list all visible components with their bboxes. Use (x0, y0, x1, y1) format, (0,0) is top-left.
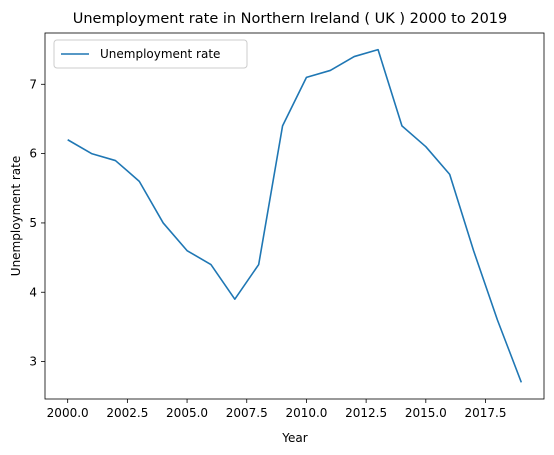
data-point-2014 (400, 124, 403, 127)
x-tick-label: 2007.5 (226, 406, 268, 420)
y-tick-label: 7 (29, 77, 37, 91)
data-point-2016 (448, 173, 451, 176)
y-tick-label: 4 (29, 285, 37, 299)
x-tick-label: 2015.0 (405, 406, 447, 420)
x-tick-label: 2017.5 (465, 406, 507, 420)
data-point-2010 (305, 76, 308, 79)
x-tick-label: 2005.0 (166, 406, 208, 420)
y-tick-label: 6 (29, 147, 37, 161)
legend-box (53, 39, 248, 69)
x-tick-label: 2002.5 (106, 406, 148, 420)
legend-label: Unemployment rate (100, 47, 220, 61)
data-point-2006 (209, 263, 212, 266)
data-point-2009 (281, 124, 284, 127)
data-point-2003 (138, 180, 141, 183)
data-point-2008 (257, 263, 260, 266)
data-point-2001 (90, 152, 93, 155)
data-point-2002 (114, 159, 117, 162)
series-layer (66, 48, 523, 384)
y-tick-label: 5 (29, 216, 37, 230)
x-tick-label: 2012.5 (345, 406, 387, 420)
data-point-2007 (233, 298, 236, 301)
y-axis: 3 4 5 6 7 (29, 77, 45, 369)
data-point-2005 (186, 249, 189, 252)
data-point-2011 (329, 69, 332, 72)
y-axis-title: Unemployment rate (9, 156, 23, 276)
x-tick-label: 2010.0 (285, 406, 327, 420)
legend: Unemployment rate (53, 39, 248, 69)
data-point-2004 (162, 221, 165, 224)
data-point-2000 (66, 138, 69, 141)
x-axis: 2000.0 2002.5 2005.0 2007.5 2010.0 2012.5 2015… (47, 399, 507, 420)
x-axis-title: Year (281, 431, 307, 445)
data-point-2019 (520, 381, 523, 384)
data-point-2012 (353, 55, 356, 58)
y-tick-label: 3 (29, 355, 37, 369)
data-point-2013 (377, 48, 380, 51)
plot-area (44, 32, 545, 400)
plot-frame (44, 32, 545, 400)
data-point-2018 (496, 318, 499, 321)
data-point-2015 (424, 145, 427, 148)
data-point-2017 (472, 249, 475, 252)
chart-title: Unemployment rate in Northern Ireland ( … (73, 11, 508, 27)
series-line-0 (67, 48, 523, 383)
x-tick-label: 2000.0 (47, 406, 89, 420)
